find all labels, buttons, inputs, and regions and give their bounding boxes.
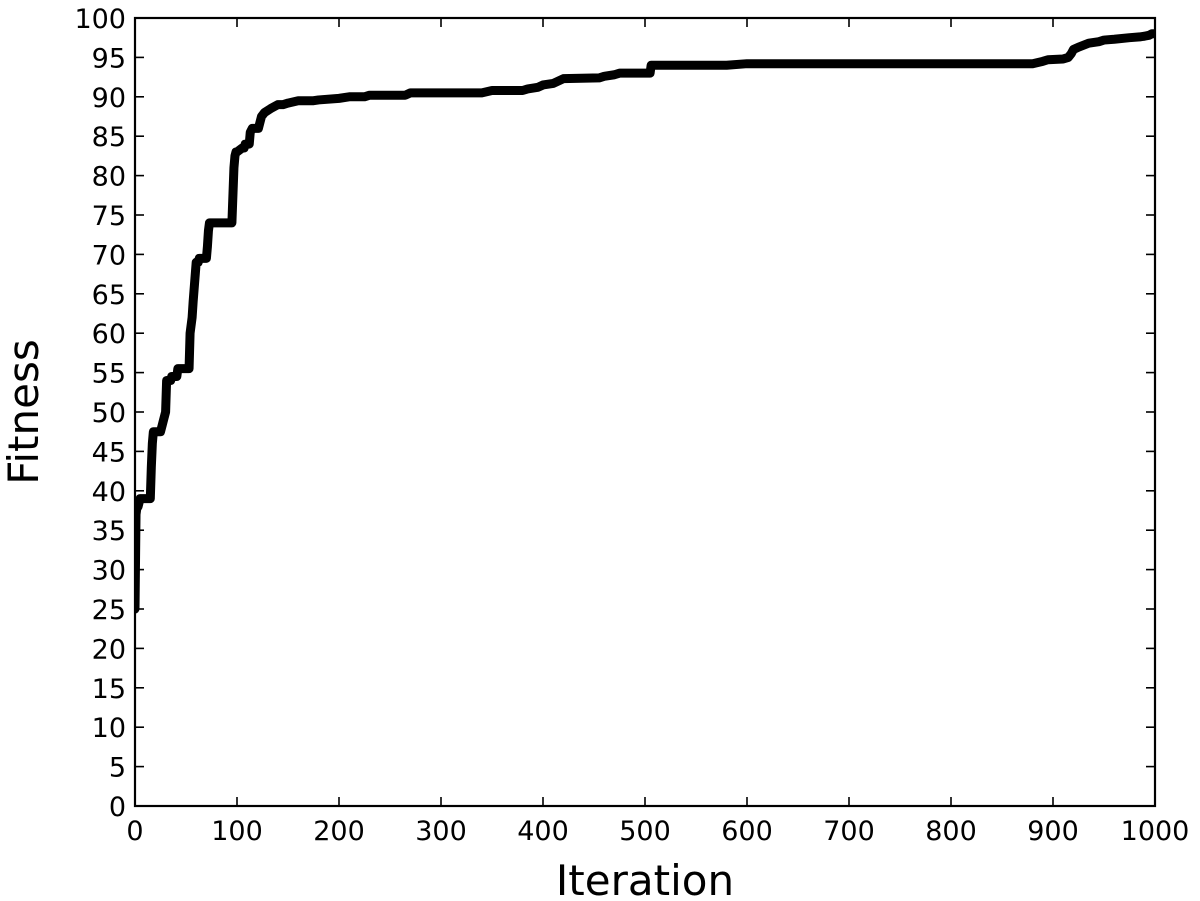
y-tick-label: 95 <box>92 43 126 74</box>
x-axis-label: Iteration <box>556 856 734 901</box>
y-tick-label: 80 <box>92 162 126 193</box>
x-tick-label: 700 <box>823 816 875 847</box>
x-tick-label: 600 <box>721 816 773 847</box>
y-tick-label: 40 <box>92 477 126 508</box>
y-tick-label: 50 <box>92 398 126 429</box>
y-tick-label: 15 <box>92 674 126 705</box>
x-tick-label: 900 <box>1027 816 1079 847</box>
y-tick-label: 45 <box>92 437 126 468</box>
y-tick-label: 35 <box>92 516 126 547</box>
plot-frame <box>133 16 1157 808</box>
y-tick-label: 25 <box>92 595 126 626</box>
x-tick-label: 500 <box>619 816 671 847</box>
y-tick-label: 70 <box>92 240 126 271</box>
x-tick-label: 200 <box>313 816 365 847</box>
x-tick-label: 400 <box>517 816 569 847</box>
x-tick-label: 0 <box>126 816 143 847</box>
y-tick-label: 0 <box>109 792 126 823</box>
x-tick-label: 1000 <box>1121 816 1190 847</box>
y-tick-label: 30 <box>92 556 126 587</box>
plot-area <box>135 29 1155 614</box>
x-tick-label: 300 <box>415 816 467 847</box>
y-tick-label: 100 <box>74 4 126 35</box>
y-tick-label: 60 <box>92 319 126 350</box>
axis-ticks: 0 100 200 300 400 500 600 700 800 900 1000 0 5 10 15 20… <box>74 4 1189 847</box>
y-axis-label: Fitness <box>0 339 48 484</box>
y-tick-label: 90 <box>92 83 126 114</box>
y-tick-label: 5 <box>109 753 126 784</box>
fitness-series-line <box>135 29 1155 614</box>
y-tick-label: 75 <box>92 201 126 232</box>
y-tick-label: 65 <box>92 280 126 311</box>
y-tick-label: 10 <box>92 713 126 744</box>
y-tick-label: 55 <box>92 359 126 390</box>
x-tick-label: 800 <box>925 816 977 847</box>
x-tick-label: 100 <box>211 816 263 847</box>
y-tick-label: 20 <box>92 634 126 665</box>
y-tick-label: 85 <box>92 122 126 153</box>
